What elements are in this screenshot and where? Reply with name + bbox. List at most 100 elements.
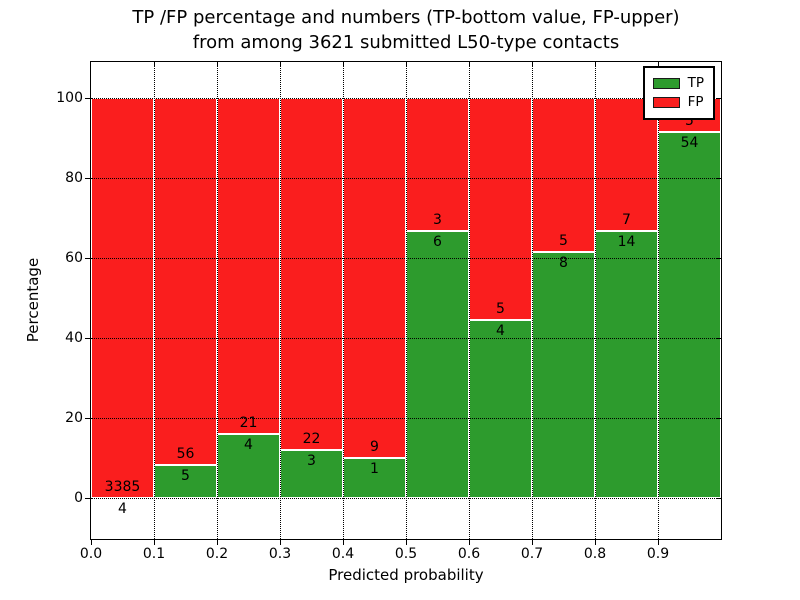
tp-count-label: 3	[307, 453, 316, 469]
x-tick	[469, 540, 470, 545]
y-tick-inner	[716, 258, 721, 259]
tp-count-label: 4	[118, 500, 127, 517]
fp-count-label: 56	[176, 446, 195, 463]
y-tick-label: 20	[65, 410, 83, 426]
bar-tp-segment	[595, 231, 658, 498]
y-tick	[85, 498, 90, 499]
x-tick	[280, 540, 281, 545]
x-tick-label: 0.7	[520, 546, 544, 562]
x-gridline	[406, 62, 407, 539]
chart-title: TP /FP percentage and numbers (TP-bottom…	[91, 6, 721, 56]
x-tick-label: 0.8	[583, 546, 607, 562]
y-tick-label: 40	[65, 330, 83, 346]
chart-title-line2: from among 3621 submitted L50-type conta…	[192, 31, 620, 53]
y-tick-label: 60	[65, 250, 83, 266]
tp-count-label: 6	[433, 234, 442, 251]
bar-fp-segment	[532, 98, 595, 252]
bar-tp-segment	[154, 465, 217, 498]
bar-fp-segment	[469, 98, 532, 321]
x-gridline	[532, 62, 533, 539]
bar-tp-segment	[280, 450, 343, 498]
x-tick	[406, 540, 407, 545]
fp-count-label: 3385	[104, 478, 141, 495]
x-axis-title: Predicted probability	[328, 566, 484, 584]
y-tick	[85, 418, 90, 419]
fp-count-label: 21	[239, 415, 258, 431]
bar-tp-segment	[469, 320, 532, 498]
fp-count-label: 3	[433, 212, 442, 229]
x-tick-label: 0.1	[142, 546, 166, 562]
bar-tp-segment	[406, 231, 469, 498]
x-tick-inner	[343, 62, 344, 67]
x-tick	[595, 540, 596, 545]
x-tick-inner	[217, 62, 218, 67]
y-tick-label: 0	[74, 490, 83, 506]
bar-fp-segment	[154, 98, 217, 466]
fp-count-label: 22	[302, 431, 321, 447]
legend-entry-fp: FP	[687, 94, 704, 110]
x-tick-inner	[406, 62, 407, 67]
y-tick-inner	[716, 98, 721, 99]
fp-count-label: 5	[559, 232, 568, 249]
bar-fp-segment	[280, 98, 343, 450]
fp-swatch-icon	[652, 97, 680, 108]
fp-count-label: 7	[622, 212, 631, 229]
x-tick	[532, 540, 533, 545]
tp-count-label: 1	[370, 461, 379, 477]
tp-count-label: 14	[617, 234, 636, 251]
bar-fp-segment	[217, 98, 280, 434]
x-tick-inner	[280, 62, 281, 67]
x-tick	[658, 540, 659, 545]
legend-row: FP	[652, 94, 704, 110]
x-gridline	[469, 62, 470, 539]
x-tick-label: 0.3	[268, 546, 292, 562]
x-tick-inner	[658, 62, 659, 67]
y-tick-inner	[716, 418, 721, 419]
bar-tp-segment	[343, 458, 406, 498]
x-gridline	[154, 62, 155, 539]
x-tick-inner	[532, 62, 533, 67]
x-tick-label: 0.6	[457, 546, 481, 562]
y-tick	[85, 98, 90, 99]
x-gridline	[658, 62, 659, 539]
y-tick-inner	[716, 498, 721, 499]
tp-count-label: 4	[244, 437, 253, 453]
y-tick-label: 80	[65, 170, 83, 186]
fp-count-label: 5	[685, 112, 694, 129]
bar-fp-segment	[343, 98, 406, 458]
legend-row: TP	[652, 75, 704, 91]
y-tick-inner	[716, 338, 721, 339]
x-tick-label: 0.4	[331, 546, 355, 562]
bar-tp-segment	[532, 251, 595, 498]
x-tick	[217, 540, 218, 545]
fp-count-label: 5	[496, 301, 505, 318]
chart-title-line1: TP /FP percentage and numbers (TP-bottom…	[132, 7, 680, 28]
y-tick	[85, 178, 90, 179]
legend: TP FP	[642, 66, 715, 120]
x-gridline	[217, 62, 218, 539]
tp-count-label: 8	[559, 254, 568, 271]
bar-fp-segment	[91, 98, 154, 498]
x-gridline	[595, 62, 596, 539]
legend-entry-tp: TP	[687, 75, 704, 91]
bar-fp-segment	[595, 98, 658, 232]
y-tick	[85, 338, 90, 339]
plot-area: TP FP 3385 4 56 5 21 4 22 3 9 1 3 6 5 4 5 8 7 14 5 54	[90, 61, 722, 540]
x-tick-inner	[469, 62, 470, 67]
bar-tp-segment	[658, 131, 721, 498]
x-tick-label: 0.0	[79, 546, 103, 562]
y-tick-label: 100	[56, 90, 83, 106]
x-gridline	[343, 62, 344, 539]
x-tick-label: 0.9	[646, 546, 670, 562]
y-tick-inner	[716, 178, 721, 179]
tp-count-label: 5	[181, 468, 190, 485]
x-tick-inner	[154, 62, 155, 67]
x-tick-inner	[595, 62, 596, 67]
y-tick	[85, 258, 90, 259]
fp-count-label: 9	[370, 439, 379, 455]
tp-count-label: 4	[496, 323, 505, 340]
x-tick-label: 0.2	[205, 546, 229, 562]
x-tick-label: 0.5	[394, 546, 418, 562]
tp-count-label: 54	[680, 134, 699, 151]
